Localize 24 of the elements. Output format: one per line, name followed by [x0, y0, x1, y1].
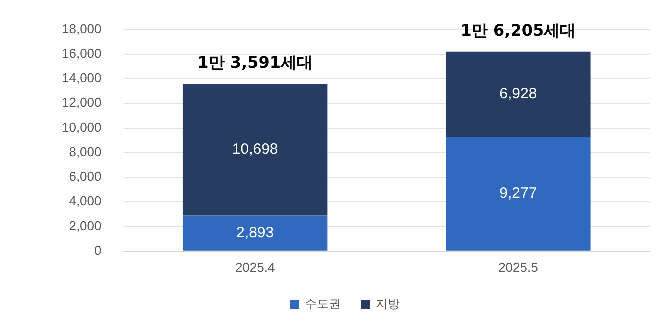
y-tick-label: 12,000 — [62, 95, 102, 110]
bar — [446, 52, 591, 138]
y-tick-label: 0 — [94, 242, 102, 258]
bar — [182, 216, 328, 251]
y-tick-label: 10,000 — [62, 120, 102, 135]
y-tick-label: 16,000 — [62, 46, 102, 61]
y-tick-label: 6,000 — [69, 169, 102, 184]
legend-label: 지방 — [376, 297, 400, 312]
x-tick-label: 2025.4 — [235, 260, 276, 275]
bar — [446, 137, 591, 251]
bar — [182, 84, 328, 216]
legend-label: 수도권 — [305, 297, 341, 312]
y-tick-label: 18,000 — [62, 21, 102, 36]
total-label: 1만 6,205세대 — [460, 21, 576, 40]
y-tick-label: 4,000 — [69, 194, 102, 209]
y-tick-label: 8,000 — [69, 144, 102, 160]
data-label: 9,277 — [500, 185, 538, 202]
data-label: 10,698 — [232, 141, 278, 158]
data-label: 6,928 — [500, 86, 538, 103]
total-label: 1만 3,591세대 — [198, 53, 313, 72]
x-tick-label: 2025.5 — [498, 260, 538, 275]
data-label: 2,893 — [236, 224, 274, 242]
y-tick-label: 2,000 — [69, 218, 102, 234]
y-tick-label: 14,000 — [62, 70, 102, 86]
